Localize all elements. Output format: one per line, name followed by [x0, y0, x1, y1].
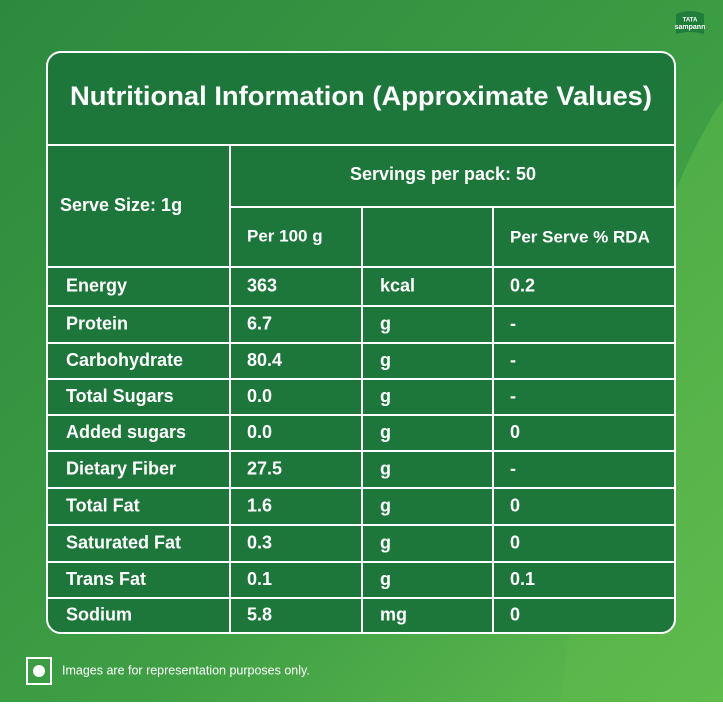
per-100g-value: 1.6 — [247, 495, 272, 515]
per-100g-value: 27.5 — [247, 458, 282, 478]
logo-line2: sampann — [675, 24, 706, 31]
logo-line1: TATA — [683, 18, 698, 24]
servings-per-pack: Servings per pack: 50 — [350, 164, 536, 184]
rda-value: 0 — [510, 495, 520, 515]
column-header: Per 100 g — [247, 226, 323, 245]
unit: g — [380, 495, 391, 515]
per-100g-value: 0.3 — [247, 532, 272, 552]
nutrient-name: Dietary Fiber — [66, 458, 176, 478]
per-100g-value: 0.0 — [247, 386, 272, 406]
per-100g-value: 5.8 — [247, 604, 272, 624]
rda-value: - — [510, 313, 516, 333]
nutrient-name: Trans Fat — [66, 569, 146, 589]
nutrient-name: Total Sugars — [66, 386, 174, 406]
rda-value: 0.2 — [510, 275, 535, 295]
footer: Images are for representation purposes o… — [26, 657, 310, 685]
unit: g — [380, 313, 391, 333]
unit: mg — [380, 604, 407, 624]
unit: g — [380, 350, 391, 370]
rda-value: - — [510, 386, 516, 406]
unit: kcal — [380, 275, 415, 295]
rda-value: 0 — [510, 422, 520, 442]
rda-value: 0.1 — [510, 569, 535, 589]
rda-value: 0 — [510, 604, 520, 624]
per-100g-value: 0.0 — [247, 422, 272, 442]
veg-icon — [26, 657, 52, 685]
nutrient-name: Sodium — [66, 604, 132, 624]
unit: g — [380, 422, 391, 442]
table-grid — [47, 144, 675, 633]
nutrient-name: Protein — [66, 313, 128, 333]
nutrient-name: Added sugars — [66, 422, 186, 442]
logo-badge — [676, 11, 704, 34]
per-100g-value: 6.7 — [247, 313, 272, 333]
serve-size: Serve Size: 1g — [60, 195, 182, 215]
unit: g — [380, 532, 391, 552]
nutrient-name: Energy — [66, 275, 127, 295]
veg-dot — [33, 665, 45, 677]
disclaimer: Images are for representation purposes o… — [62, 663, 310, 677]
nutrient-name: Total Fat — [66, 495, 140, 515]
rda-value: 0 — [510, 532, 520, 552]
per-100g-value: 0.1 — [247, 569, 272, 589]
per-100g-value: 363 — [247, 275, 277, 295]
unit: g — [380, 458, 391, 478]
per-100g-value: 80.4 — [247, 350, 282, 370]
rda-value: - — [510, 458, 516, 478]
nutrient-name: Saturated Fat — [66, 532, 181, 552]
unit: g — [380, 386, 391, 406]
rda-value: - — [510, 350, 516, 370]
unit: g — [380, 569, 391, 589]
nutrient-name: Carbohydrate — [66, 350, 183, 370]
logo: TATA sampann — [675, 11, 706, 34]
column-header: Per Serve % RDA — [510, 227, 650, 246]
table-title: Nutritional Information (Approximate Val… — [70, 81, 652, 111]
